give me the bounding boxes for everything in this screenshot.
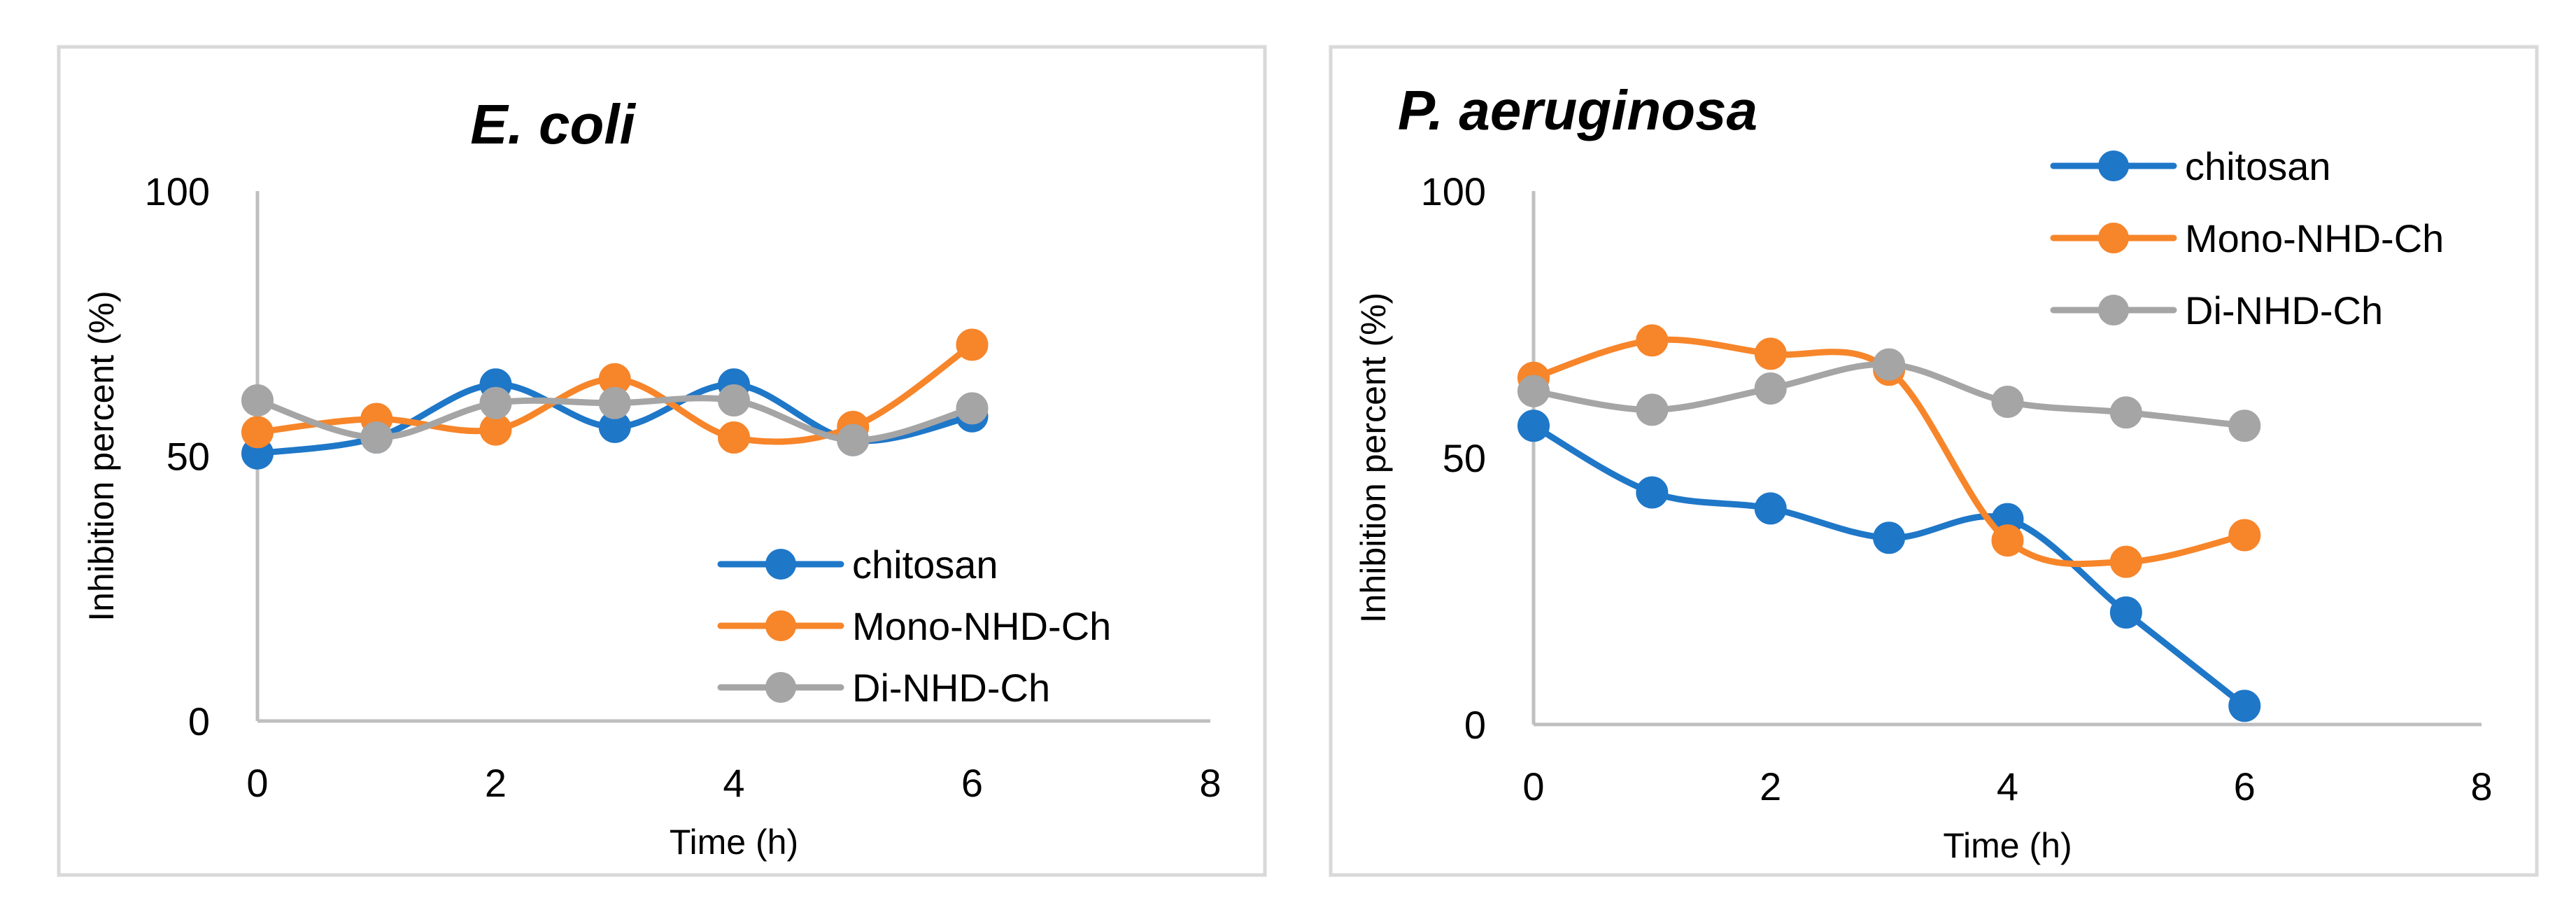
data-point	[360, 421, 393, 454]
y-tick-label: 0	[1464, 703, 1486, 747]
y-tick-label: 50	[1443, 436, 1486, 480]
x-tick-label: 4	[1997, 764, 2018, 808]
legend: chitosan Mono-NHD-Ch Di-NHD-Ch	[717, 542, 1111, 710]
legend-marker	[2098, 295, 2129, 326]
data-point	[718, 384, 750, 417]
x-tick-label: 6	[961, 761, 983, 805]
legend-label: Mono-NHD-Ch	[852, 604, 1111, 648]
data-point	[1873, 348, 1906, 381]
legend-marker	[2098, 150, 2129, 181]
series-mono-nhd-ch	[241, 328, 989, 454]
data-point	[1873, 522, 1906, 554]
x-tick-label: 2	[1760, 764, 1781, 808]
data-point	[479, 386, 512, 419]
x-tick-label: 8	[1199, 761, 1221, 805]
chart-frame	[57, 45, 1267, 877]
data-point	[2228, 519, 2261, 552]
data-point	[2109, 545, 2142, 578]
data-point	[1991, 385, 2024, 418]
x-axis-title: Time (h)	[670, 822, 798, 862]
data-point	[1754, 372, 1787, 405]
series-di-nhd-ch	[241, 384, 989, 456]
data-point	[2228, 690, 2261, 722]
chart-frame	[1329, 45, 2539, 877]
data-point	[598, 386, 631, 419]
series-di-nhd-ch	[1517, 348, 2261, 442]
legend-label: Di-NHD-Ch	[852, 666, 1050, 710]
x-tick-label: 0	[246, 761, 268, 805]
x-tick-label: 8	[2470, 764, 2492, 808]
data-point	[241, 384, 274, 417]
data-point	[2109, 596, 2142, 629]
chart-1: 0 50 100 0 2 4 6 8 Time (h) Inhibition percent (%…	[1329, 45, 2539, 877]
legend-marker	[765, 549, 796, 580]
data-point	[1636, 393, 1669, 426]
data-point	[2109, 396, 2142, 429]
data-point	[1636, 476, 1669, 509]
data-point	[837, 424, 870, 456]
legend-label: Mono-NHD-Ch	[2185, 216, 2444, 260]
x-tick-label: 6	[2234, 764, 2256, 808]
data-point	[2228, 410, 2261, 442]
data-point	[1754, 337, 1787, 370]
chart-0: 0 50 100 0 2 4 6 8 Time (h) Inhibition percent (%…	[57, 45, 1267, 877]
x-tick-label: 2	[485, 761, 507, 805]
y-axis-title: Inhibition percent (%)	[1354, 293, 1393, 623]
chart-title: E. coli	[470, 93, 636, 155]
legend: chitosan Mono-NHD-Ch Di-NHD-Ch	[2050, 144, 2444, 332]
legend-label: chitosan	[852, 542, 998, 587]
y-axis-title: Inhibition percent (%)	[82, 290, 121, 621]
y-tick-label: 100	[1421, 169, 1486, 214]
x-tick-label: 4	[723, 761, 744, 805]
x-axis-title: Time (h)	[1943, 826, 2072, 865]
data-point	[1517, 374, 1550, 407]
y-tick-label: 50	[167, 435, 210, 479]
x-tick-label: 0	[1522, 764, 1544, 808]
data-point	[956, 328, 989, 361]
data-point	[1991, 524, 2024, 557]
y-tick-label: 0	[188, 699, 210, 743]
data-point	[718, 421, 750, 454]
data-point	[1517, 410, 1550, 442]
legend-label: Di-NHD-Ch	[2185, 288, 2383, 332]
data-point	[1754, 492, 1787, 525]
data-point	[956, 392, 989, 425]
legend-marker	[765, 672, 796, 703]
legend-marker	[2098, 223, 2129, 253]
legend-marker	[765, 610, 796, 641]
y-tick-label: 100	[145, 169, 210, 214]
data-point	[241, 416, 274, 449]
legend-label: chitosan	[2185, 144, 2331, 188]
data-point	[1636, 324, 1669, 357]
chart-title: P. aeruginosa	[1398, 79, 1757, 141]
